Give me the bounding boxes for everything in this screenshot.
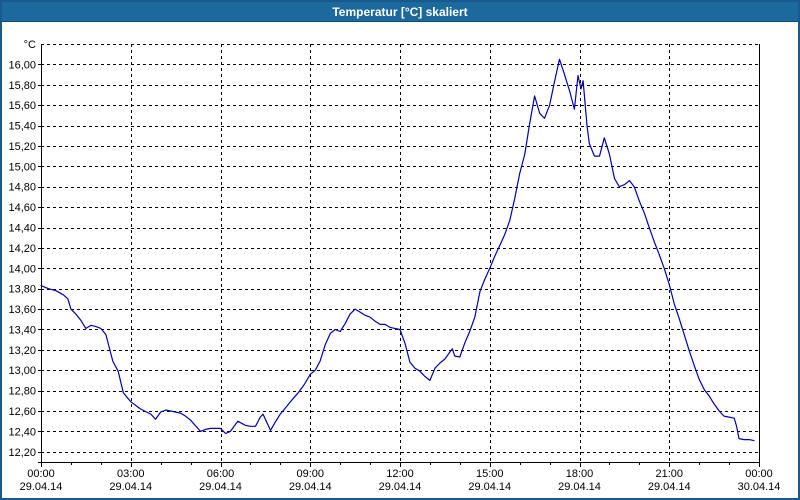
- titlebar: Temperatur [°C] skaliert: [2, 2, 798, 22]
- svg-text:03:00: 03:00: [117, 468, 145, 480]
- gridlines: [41, 44, 759, 462]
- svg-text:13,60: 13,60: [8, 304, 36, 316]
- svg-text:12,40: 12,40: [8, 426, 36, 438]
- svg-text:09:00: 09:00: [296, 468, 324, 480]
- svg-text:29.04.14: 29.04.14: [289, 481, 332, 493]
- svg-text:12,60: 12,60: [8, 406, 36, 418]
- svg-text:°C: °C: [24, 39, 36, 51]
- svg-text:14,80: 14,80: [8, 182, 36, 194]
- svg-text:15,00: 15,00: [8, 161, 36, 173]
- svg-text:00:00: 00:00: [27, 468, 55, 480]
- temperature-line-chart: 16,00 15,80 15,60 15,40 15,20 15,00 14,80 14,60…: [8, 39, 780, 493]
- svg-text:12,20: 12,20: [8, 447, 36, 459]
- svg-text:29.04.14: 29.04.14: [20, 481, 63, 493]
- svg-text:18:00: 18:00: [566, 468, 594, 480]
- axis-labels: 16,00 15,80 15,60 15,40 15,20 15,00 14,80 14,60…: [8, 39, 780, 493]
- svg-text:29.04.14: 29.04.14: [109, 481, 152, 493]
- svg-text:12,80: 12,80: [8, 386, 36, 398]
- svg-text:14,20: 14,20: [8, 243, 36, 255]
- chart-area: 16,00 15,80 15,60 15,40 15,20 15,00 14,80 14,60…: [2, 22, 798, 497]
- svg-text:21:00: 21:00: [655, 468, 683, 480]
- svg-text:00:00: 00:00: [745, 468, 773, 480]
- axis-ticks: [38, 64, 760, 467]
- svg-text:14,40: 14,40: [8, 223, 36, 235]
- svg-text:13,20: 13,20: [8, 345, 36, 357]
- svg-text:15,80: 15,80: [8, 80, 36, 92]
- svg-text:29.04.14: 29.04.14: [648, 481, 691, 493]
- svg-text:14,00: 14,00: [8, 263, 36, 275]
- svg-text:13,00: 13,00: [8, 365, 36, 377]
- svg-text:16,00: 16,00: [8, 59, 36, 71]
- svg-text:06:00: 06:00: [207, 468, 235, 480]
- svg-text:13,40: 13,40: [8, 324, 36, 336]
- svg-text:12:00: 12:00: [386, 468, 414, 480]
- svg-text:15,40: 15,40: [8, 121, 36, 133]
- svg-text:29.04.14: 29.04.14: [468, 481, 511, 493]
- svg-text:15,20: 15,20: [8, 141, 36, 153]
- axes: [38, 44, 760, 463]
- svg-text:29.04.14: 29.04.14: [558, 481, 601, 493]
- svg-text:15:00: 15:00: [476, 468, 504, 480]
- svg-text:13,80: 13,80: [8, 284, 36, 296]
- svg-text:29.04.14: 29.04.14: [199, 481, 242, 493]
- window-title: Temperatur [°C] skaliert: [332, 5, 468, 19]
- temperature-series-line: [40, 58, 755, 442]
- svg-text:30.04.14: 30.04.14: [738, 481, 781, 493]
- svg-text:29.04.14: 29.04.14: [379, 481, 422, 493]
- svg-text:14,60: 14,60: [8, 202, 36, 214]
- svg-text:15,60: 15,60: [8, 100, 36, 112]
